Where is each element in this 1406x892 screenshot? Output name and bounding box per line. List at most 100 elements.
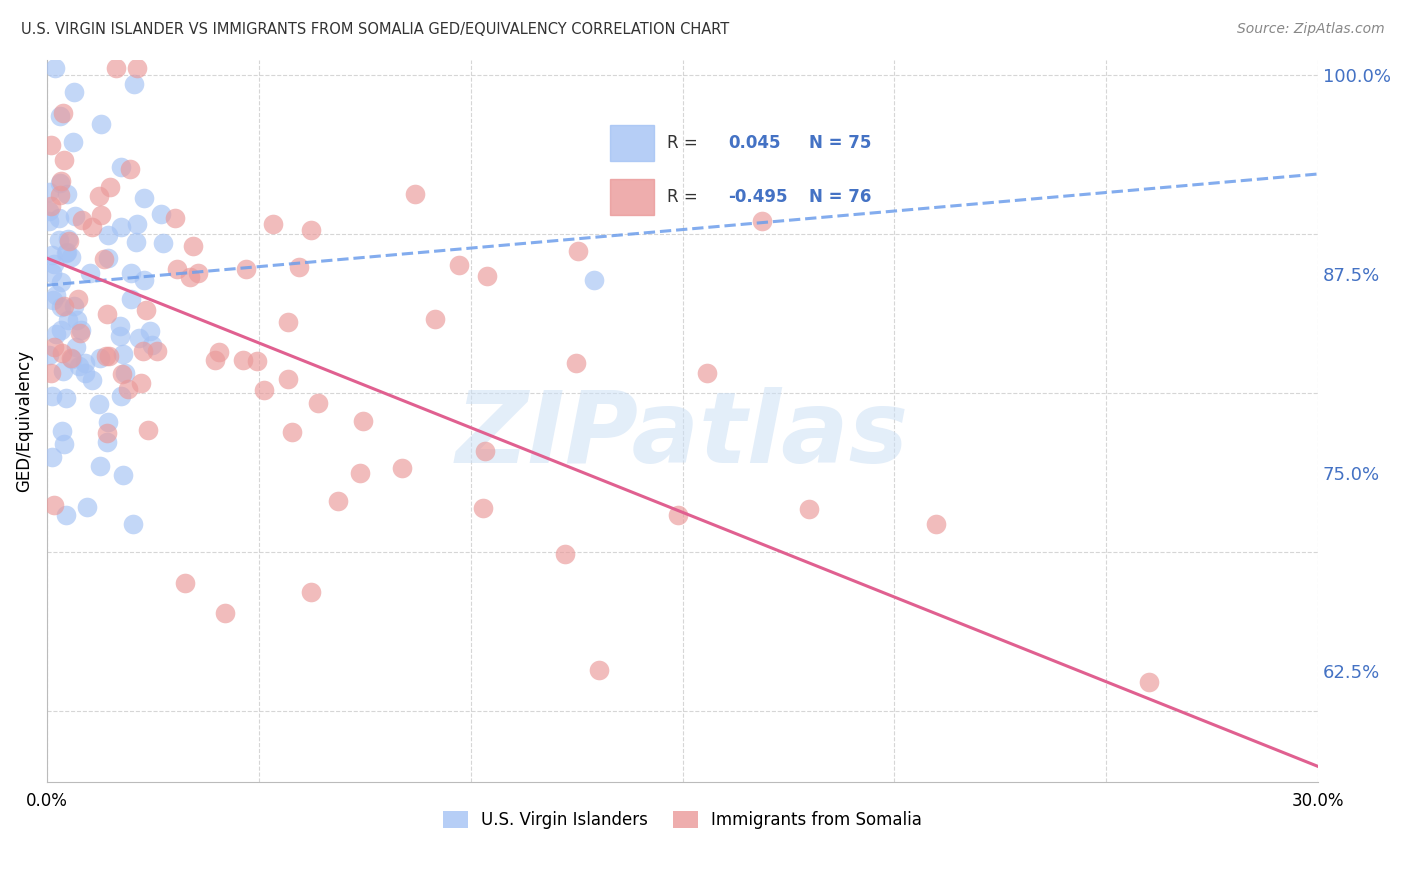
- Point: [49, 300, 72, 314]
- Point: [59, 250, 82, 264]
- Text: Source: ZipAtlas.com: Source: ZipAtlas.com: [1237, 22, 1385, 37]
- Point: [73, 356, 96, 370]
- Point: [48, 233, 70, 247]
- Point: [80, 219, 103, 234]
- Point: [42, 257, 65, 271]
- Point: [67, 292, 90, 306]
- Point: [447, 258, 470, 272]
- Point: [87, 188, 110, 202]
- Point: [55, 186, 77, 201]
- Point: [67, 359, 90, 374]
- Point: [146, 344, 169, 359]
- Point: [75, 366, 97, 380]
- Point: [38, 185, 60, 199]
- Point: [90, 118, 112, 132]
- Point: [44, 61, 66, 75]
- Point: [404, 187, 426, 202]
- Point: [97, 227, 120, 242]
- Point: [128, 331, 150, 345]
- Point: [96, 426, 118, 441]
- Point: [42, 293, 65, 307]
- Point: [108, 329, 131, 343]
- Point: [136, 424, 159, 438]
- Point: [45, 288, 67, 302]
- Point: [82, 373, 104, 387]
- Point: [166, 261, 188, 276]
- Point: [48, 188, 70, 202]
- Point: [39, 199, 62, 213]
- Point: [60, 351, 83, 366]
- Point: [132, 343, 155, 358]
- Point: [208, 344, 231, 359]
- Point: [139, 324, 162, 338]
- Point: [49, 174, 72, 188]
- Point: [118, 161, 141, 176]
- Point: [96, 434, 118, 449]
- Point: [232, 353, 254, 368]
- Point: [108, 319, 131, 334]
- Point: [62, 135, 84, 149]
- Point: [134, 191, 156, 205]
- Text: ZIPatlas: ZIPatlas: [456, 387, 910, 484]
- Point: [59, 351, 82, 366]
- Point: [179, 270, 201, 285]
- Point: [96, 415, 118, 429]
- Point: [262, 217, 284, 231]
- Point: [52, 364, 75, 378]
- Point: [38, 348, 60, 362]
- Point: [104, 61, 127, 75]
- Point: [582, 273, 605, 287]
- Point: [110, 388, 132, 402]
- Point: [70, 213, 93, 227]
- Point: [79, 267, 101, 281]
- Point: [97, 251, 120, 265]
- Point: [58, 234, 80, 248]
- Point: [696, 366, 718, 380]
- Point: [38, 204, 60, 219]
- Point: [41, 266, 63, 280]
- Point: [98, 180, 121, 194]
- Point: [125, 235, 148, 249]
- Point: [48, 176, 70, 190]
- Point: [554, 547, 576, 561]
- Point: [187, 266, 209, 280]
- Point: [51, 424, 73, 438]
- Point: [65, 340, 87, 354]
- Point: [48, 211, 70, 225]
- Point: [214, 606, 236, 620]
- Point: [152, 235, 174, 250]
- Point: [307, 395, 329, 409]
- Point: [56, 245, 79, 260]
- Point: [38, 213, 60, 227]
- Point: [42, 340, 65, 354]
- Point: [90, 208, 112, 222]
- Text: U.S. VIRGIN ISLANDER VS IMMIGRANTS FROM SOMALIA GED/EQUIVALENCY CORRELATION CHAR: U.S. VIRGIN ISLANDER VS IMMIGRANTS FROM …: [21, 22, 730, 37]
- Point: [349, 466, 371, 480]
- Point: [277, 372, 299, 386]
- Point: [56, 232, 79, 246]
- Point: [56, 313, 79, 327]
- Point: [114, 366, 136, 380]
- Point: [110, 160, 132, 174]
- Point: [76, 500, 98, 514]
- Point: [52, 153, 75, 168]
- Point: [97, 349, 120, 363]
- Point: [751, 214, 773, 228]
- Point: [129, 376, 152, 390]
- Point: [132, 273, 155, 287]
- Point: [122, 77, 145, 91]
- Point: [41, 389, 63, 403]
- Point: [39, 367, 62, 381]
- Point: [567, 244, 589, 258]
- Point: [63, 209, 86, 223]
- Point: [253, 384, 276, 398]
- Point: [52, 299, 75, 313]
- Point: [474, 443, 496, 458]
- Point: [135, 302, 157, 317]
- Point: [112, 347, 135, 361]
- Point: [112, 468, 135, 483]
- Point: [49, 275, 72, 289]
- Point: [666, 508, 689, 522]
- Point: [288, 260, 311, 275]
- Legend: U.S. Virgin Islanders, Immigrants from Somalia: U.S. Virgin Islanders, Immigrants from S…: [436, 804, 929, 836]
